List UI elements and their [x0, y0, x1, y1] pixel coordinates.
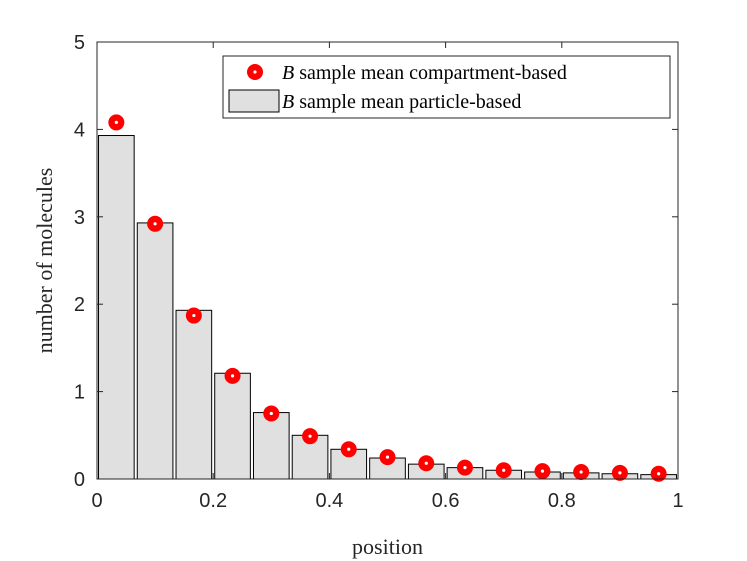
data-point — [263, 405, 280, 422]
data-point-center — [540, 469, 545, 473]
data-point — [534, 463, 551, 480]
data-point — [340, 441, 357, 458]
data-point — [573, 464, 590, 481]
data-point — [302, 428, 319, 445]
y-tick-label: 0 — [74, 469, 85, 491]
markers-layer — [108, 114, 667, 482]
data-point-center — [502, 468, 506, 472]
data-point — [456, 459, 473, 476]
x-tick-label: 0.2 — [199, 490, 227, 512]
data-point — [147, 215, 164, 232]
x-tick-label: 1 — [672, 490, 683, 512]
legend-swatch-particle — [228, 89, 280, 113]
legend-text-1-rest: sample mean compartment-based — [294, 62, 567, 84]
bars-layer — [98, 135, 677, 480]
data-point — [418, 455, 435, 472]
data-point-center — [192, 313, 196, 318]
data-point — [495, 462, 512, 479]
data-point-center — [657, 472, 661, 476]
bar — [214, 372, 251, 480]
y-tick-label: 2 — [74, 294, 85, 316]
data-point-center — [308, 434, 312, 438]
y-tick-label: 4 — [74, 119, 85, 141]
y-tick-label: 1 — [74, 382, 85, 404]
legend-text-2-rest: sample mean particle-based — [294, 91, 521, 113]
data-point-center — [114, 120, 118, 125]
y-tick-label: 5 — [74, 32, 85, 54]
data-point — [185, 307, 202, 324]
data-point-center — [230, 374, 235, 378]
plot-frame — [96, 41, 679, 480]
x-tick-label: 0.8 — [548, 490, 576, 512]
y-tick-label: 3 — [74, 207, 85, 229]
data-point-center — [269, 411, 273, 416]
x-tick-label: 0 — [91, 490, 102, 512]
bar — [175, 309, 213, 480]
bar — [136, 222, 174, 480]
data-point-center — [153, 222, 157, 226]
data-point-center — [424, 461, 428, 465]
legend-entry-compartment: B sample mean compartment-based — [282, 62, 567, 84]
legend: B sample mean compartment-based B sample… — [222, 55, 671, 119]
data-point-center — [347, 447, 351, 451]
x-tick-label: 0.6 — [432, 490, 460, 512]
legend-entry-particle: B sample mean particle-based — [282, 91, 521, 113]
data-point-center — [579, 470, 583, 474]
data-point — [650, 465, 667, 482]
data-point-center — [385, 455, 390, 459]
bar — [252, 412, 290, 480]
data-point — [224, 367, 241, 384]
legend-var-2: B — [282, 91, 294, 113]
legend-var-1: B — [282, 62, 294, 84]
data-point — [379, 449, 396, 466]
legend-marker-center — [253, 70, 257, 74]
data-point-center — [618, 471, 622, 475]
bar — [98, 135, 135, 480]
data-point — [611, 464, 628, 481]
x-axis-label: position — [352, 534, 423, 559]
data-point-center — [463, 466, 467, 470]
legend-box — [222, 55, 671, 119]
x-tick-label: 0.4 — [315, 490, 343, 512]
data-point — [108, 114, 125, 131]
ticks-layer: 0 0.2 0.4 0.6 0.8 1 0 1 2 3 4 5 — [74, 32, 684, 512]
y-axis-label: number of molecules — [32, 168, 57, 354]
